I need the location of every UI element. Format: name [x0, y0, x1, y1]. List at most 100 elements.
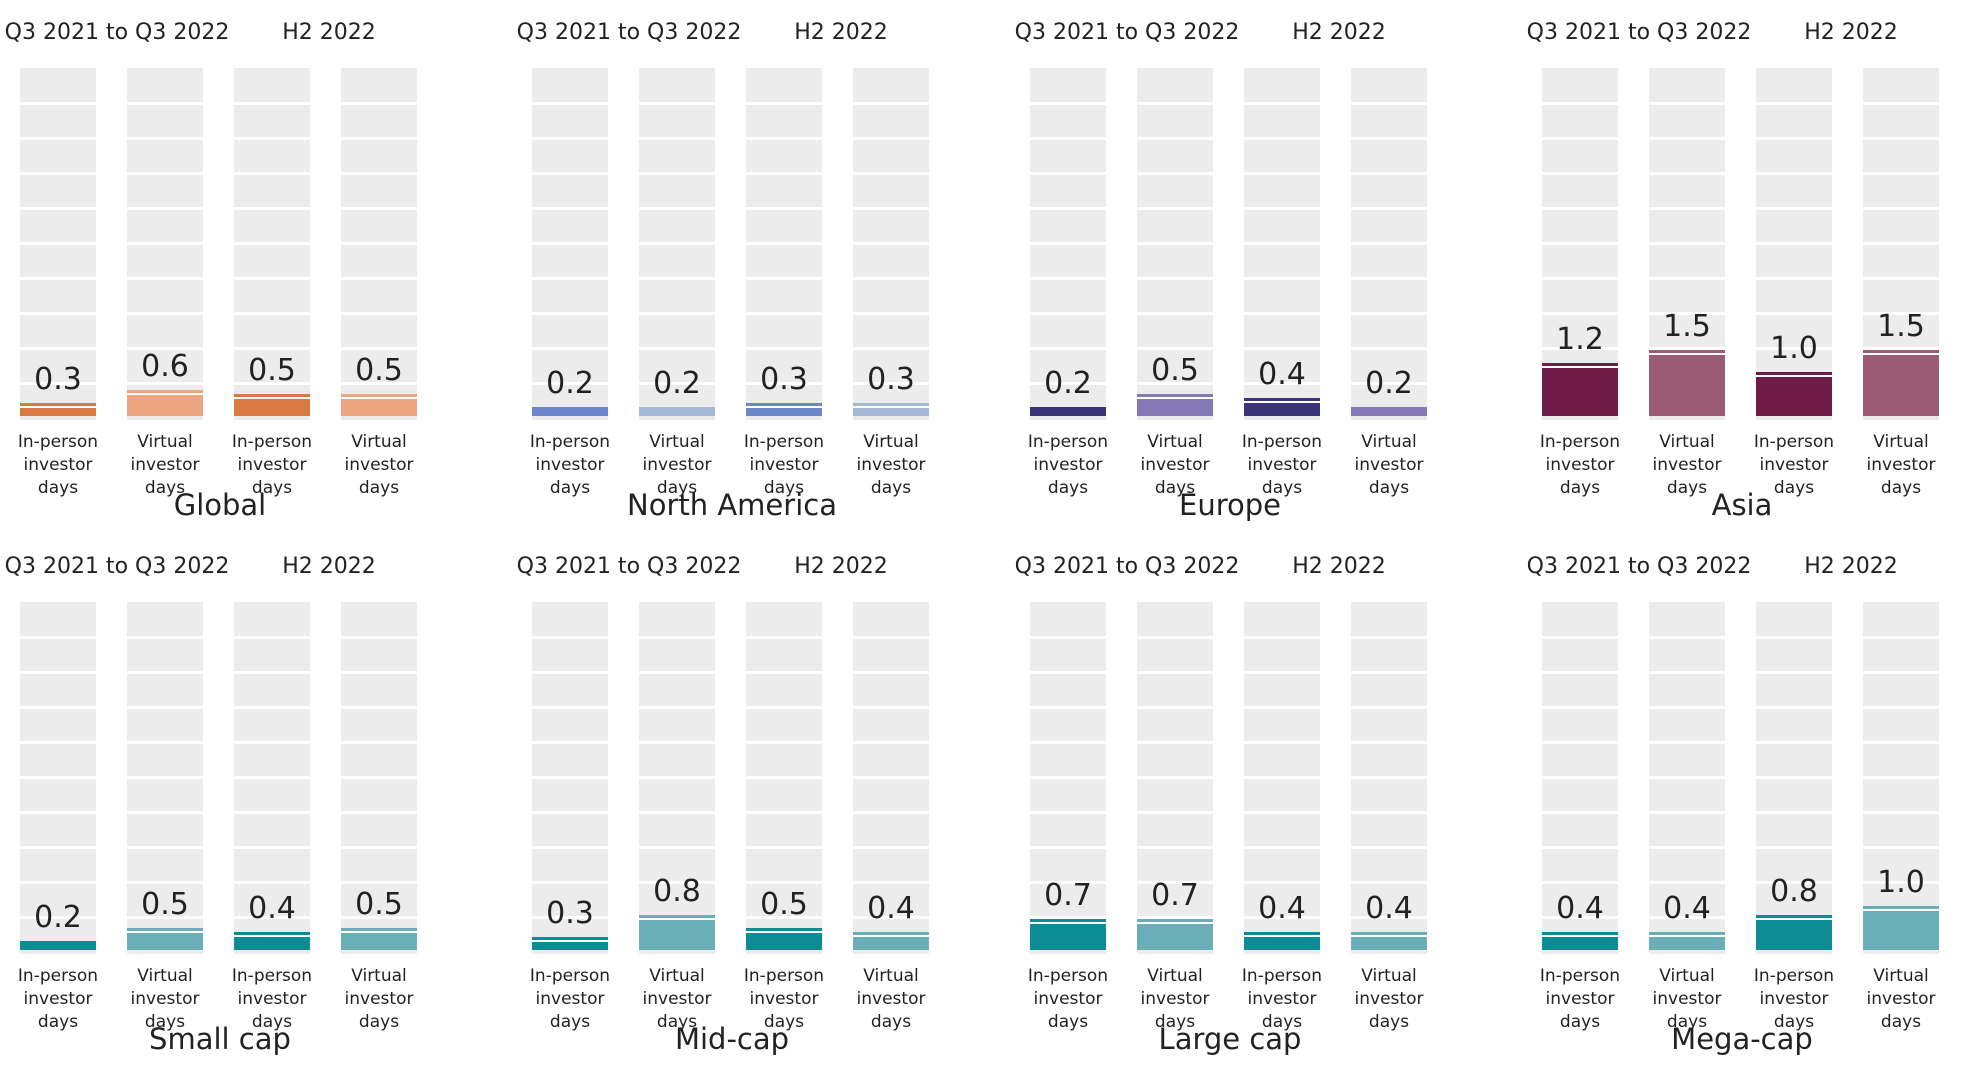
gridline	[746, 172, 822, 175]
category-label-line: Virtual	[1361, 432, 1417, 452]
gridline	[20, 207, 96, 210]
gridline	[1351, 881, 1427, 884]
gridline	[532, 137, 608, 140]
category-label-line: In-person	[17, 966, 99, 986]
category-label-line: In-person	[17, 432, 99, 452]
gridline	[341, 102, 417, 105]
gridline	[1244, 881, 1320, 884]
gridline	[1244, 916, 1320, 919]
data-label: 0.4	[1556, 891, 1604, 927]
bar-track: 0.8	[639, 602, 715, 954]
gridline	[1863, 207, 1939, 210]
chart-title: Mid-cap	[674, 1022, 790, 1056]
category-label-line: investor days	[856, 989, 926, 1032]
category-label-line: investor days	[237, 455, 307, 498]
gridline	[639, 671, 715, 674]
gridline	[1030, 137, 1106, 140]
gridline	[853, 382, 929, 385]
category-label-line: Virtual	[351, 432, 407, 452]
bar	[341, 928, 417, 950]
bar-track: 0.4	[853, 602, 929, 954]
data-label: 0.2	[546, 366, 594, 402]
data-label: 0.5	[1151, 353, 1199, 388]
data-label: 0.4	[1663, 891, 1711, 927]
gridline	[1756, 706, 1832, 709]
gridline	[1030, 881, 1106, 884]
category-label-line: Virtual	[1361, 966, 1417, 986]
gridline	[532, 312, 608, 315]
gridline	[639, 172, 715, 175]
gridline	[1030, 916, 1106, 919]
gridline	[1542, 172, 1618, 175]
gridline	[1030, 811, 1106, 814]
gridline	[746, 347, 822, 350]
period-header: Q3 2021 to Q3 2022	[1526, 554, 1752, 579]
gridline	[1244, 347, 1320, 350]
bar-highlight	[1863, 353, 1939, 355]
data-label: 0.3	[867, 361, 915, 397]
category-label: Virtual investor days	[622, 431, 732, 500]
gridline	[1649, 102, 1725, 105]
gridline	[1756, 776, 1832, 779]
category-label: Virtual investor days	[110, 965, 220, 1034]
category-label: In-person investor days	[1525, 431, 1635, 500]
gridline	[1756, 277, 1832, 280]
gridline	[1542, 846, 1618, 849]
bar	[1649, 932, 1725, 950]
bar	[341, 394, 417, 416]
gridline	[1649, 846, 1725, 849]
gridline	[1863, 636, 1939, 639]
gridline	[20, 881, 96, 884]
gridline	[20, 636, 96, 639]
gridline	[853, 916, 929, 919]
gridline	[20, 741, 96, 744]
category-label-line: Virtual	[1147, 966, 1203, 986]
category-label-line: investor days	[1545, 455, 1615, 498]
category-label-line: In-person	[1027, 432, 1109, 452]
bar	[853, 932, 929, 950]
gridline	[853, 137, 929, 140]
gridline	[341, 811, 417, 814]
gridline	[746, 636, 822, 639]
bar-highlight	[1863, 909, 1939, 911]
period-header: H2 2022	[1292, 20, 1386, 45]
gridline	[1756, 881, 1832, 884]
bar	[127, 928, 203, 950]
bar-highlight	[853, 935, 929, 938]
chart-title: Small cap	[149, 1022, 291, 1056]
data-label: 0.2	[653, 366, 701, 402]
gridline	[1863, 846, 1939, 849]
category-label-line: Virtual	[863, 432, 919, 452]
data-label: 0.2	[34, 900, 82, 936]
gridline	[1649, 172, 1725, 175]
chart-panel: Q3 2021 to Q3 2022 H2 2022 0.2 In-person inv…	[1010, 6, 1450, 531]
gridline	[234, 846, 310, 849]
gridline	[1244, 207, 1320, 210]
gridline	[639, 636, 715, 639]
gridline	[532, 382, 608, 385]
bar-track: 0.8	[1756, 602, 1832, 954]
category-label-line: investor days	[130, 989, 200, 1032]
gridline	[746, 741, 822, 744]
category-label: Virtual investor days	[622, 965, 732, 1034]
gridline	[1756, 636, 1832, 639]
gridline	[1030, 382, 1106, 385]
gridline	[341, 172, 417, 175]
period-header: Q3 2021 to Q3 2022	[1014, 554, 1240, 579]
category-label-line: investor days	[1759, 455, 1829, 498]
category-label-line: investor days	[1354, 455, 1424, 498]
gridline	[127, 382, 203, 385]
gridline	[532, 741, 608, 744]
bar-highlight	[1649, 353, 1725, 355]
gridline	[1137, 706, 1213, 709]
category-label-line: In-person	[743, 432, 825, 452]
gridline	[532, 347, 608, 350]
bar-highlight	[1542, 935, 1618, 938]
period-header: H2 2022	[1804, 20, 1898, 45]
gridline	[1030, 741, 1106, 744]
gridline	[1756, 242, 1832, 245]
category-label-line: Virtual	[863, 966, 919, 986]
gridline	[1030, 776, 1106, 779]
gridline	[1649, 671, 1725, 674]
gridline	[1863, 312, 1939, 315]
